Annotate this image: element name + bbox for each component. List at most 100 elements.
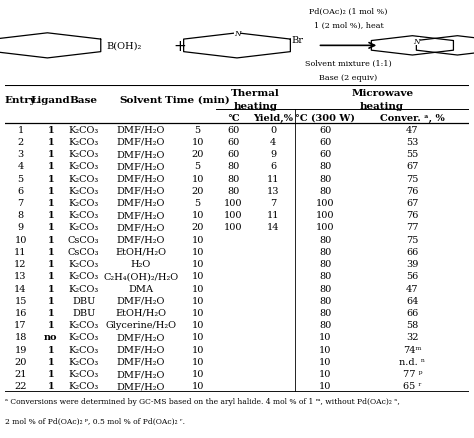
Text: 1: 1 — [47, 235, 54, 244]
Text: 5: 5 — [194, 198, 201, 208]
Text: 10: 10 — [191, 247, 204, 256]
Text: 5: 5 — [18, 174, 24, 183]
Text: 10: 10 — [191, 174, 204, 183]
Text: 60: 60 — [319, 150, 331, 159]
Text: N: N — [234, 30, 240, 38]
Text: no: no — [44, 332, 57, 342]
Text: K₂CO₃: K₂CO₃ — [69, 321, 99, 329]
Text: EtOH/H₂O: EtOH/H₂O — [115, 308, 166, 317]
Text: 10: 10 — [319, 345, 331, 354]
Text: Entry: Entry — [5, 95, 36, 105]
Text: Yield,%: Yield,% — [253, 113, 293, 123]
Text: DMF/H₂O: DMF/H₂O — [117, 345, 165, 354]
Text: 1: 1 — [47, 321, 54, 329]
Text: K₂CO₃: K₂CO₃ — [69, 138, 99, 147]
Text: 10: 10 — [191, 235, 204, 244]
Text: 11: 11 — [267, 211, 279, 220]
Text: 32: 32 — [406, 332, 419, 342]
Text: 9: 9 — [18, 223, 24, 232]
Text: 47: 47 — [406, 125, 419, 134]
Text: 21: 21 — [14, 369, 27, 378]
Text: DBU: DBU — [72, 296, 95, 305]
Text: 3: 3 — [18, 150, 24, 159]
Text: 80: 80 — [319, 321, 331, 329]
Text: 9: 9 — [270, 150, 276, 159]
Text: 80: 80 — [319, 174, 331, 183]
Text: 60: 60 — [228, 138, 240, 147]
Text: 2: 2 — [18, 138, 24, 147]
Text: 58: 58 — [406, 321, 419, 329]
Text: heating: heating — [360, 102, 404, 111]
Text: 100: 100 — [224, 223, 243, 232]
Text: 10: 10 — [191, 259, 204, 268]
Text: 1: 1 — [47, 296, 54, 305]
Text: 100: 100 — [316, 198, 335, 208]
Text: 8: 8 — [18, 211, 24, 220]
Text: 64: 64 — [406, 296, 419, 305]
Text: 60: 60 — [228, 125, 240, 134]
Text: 22: 22 — [14, 381, 27, 390]
Text: 39: 39 — [406, 259, 419, 268]
Text: 80: 80 — [319, 162, 331, 171]
Text: Microwave: Microwave — [351, 89, 413, 98]
Text: Base (2 equiv): Base (2 equiv) — [319, 74, 377, 82]
Text: 80: 80 — [228, 186, 240, 195]
Text: DMF/H₂O: DMF/H₂O — [117, 150, 165, 159]
Text: 13: 13 — [14, 272, 27, 281]
Text: 80: 80 — [319, 284, 331, 293]
Text: 1: 1 — [47, 369, 54, 378]
Text: °C: °C — [227, 113, 240, 123]
Text: K₂CO₃: K₂CO₃ — [69, 174, 99, 183]
Text: K₂CO₃: K₂CO₃ — [69, 186, 99, 195]
Text: 5: 5 — [194, 125, 201, 134]
Text: 10: 10 — [191, 332, 204, 342]
Text: K₂CO₃: K₂CO₃ — [69, 381, 99, 390]
Text: 1: 1 — [47, 138, 54, 147]
Text: 10: 10 — [14, 235, 27, 244]
Text: DMF/H₂O: DMF/H₂O — [117, 186, 165, 195]
Text: Base: Base — [70, 95, 98, 105]
Text: 76: 76 — [406, 186, 419, 195]
Text: EtOH/H₂O: EtOH/H₂O — [115, 247, 166, 256]
Text: 66: 66 — [406, 247, 419, 256]
Text: B(OH)₂: B(OH)₂ — [107, 42, 142, 51]
Text: DMF/H₂O: DMF/H₂O — [117, 211, 165, 220]
Text: DMF/H₂O: DMF/H₂O — [117, 198, 165, 208]
Text: C₂H₄(OH)₂/H₂O: C₂H₄(OH)₂/H₂O — [103, 272, 178, 281]
Text: 10: 10 — [191, 272, 204, 281]
Text: Solvent: Solvent — [119, 95, 162, 105]
Text: K₂CO₃: K₂CO₃ — [69, 345, 99, 354]
Text: 65 ʳ: 65 ʳ — [403, 381, 422, 390]
Text: CsCO₃: CsCO₃ — [68, 247, 100, 256]
Text: K₂CO₃: K₂CO₃ — [69, 125, 99, 134]
Text: 47: 47 — [406, 284, 419, 293]
Text: 100: 100 — [316, 223, 335, 232]
Text: 1: 1 — [47, 284, 54, 293]
Text: 20: 20 — [191, 186, 204, 195]
Text: 60: 60 — [228, 150, 240, 159]
Text: 16: 16 — [14, 308, 27, 317]
Text: DMF/H₂O: DMF/H₂O — [117, 235, 165, 244]
Text: 75: 75 — [406, 174, 419, 183]
Text: 80: 80 — [319, 247, 331, 256]
Text: 80: 80 — [319, 296, 331, 305]
Text: K₂CO₃: K₂CO₃ — [69, 357, 99, 366]
Text: 1: 1 — [47, 162, 54, 171]
Text: 1: 1 — [47, 223, 54, 232]
Text: K₂CO₃: K₂CO₃ — [69, 150, 99, 159]
Text: +: + — [174, 39, 186, 54]
Text: 77: 77 — [406, 223, 419, 232]
Text: 60: 60 — [319, 138, 331, 147]
Text: N: N — [413, 37, 419, 46]
Text: 2 mol % of Pd(OAc)₂ ᵖ, 0.5 mol % of Pd(OAc)₂ ʳ.: 2 mol % of Pd(OAc)₂ ᵖ, 0.5 mol % of Pd(O… — [5, 417, 185, 425]
Text: 20: 20 — [191, 223, 204, 232]
Text: 6: 6 — [18, 186, 24, 195]
Text: 14: 14 — [14, 284, 27, 293]
Text: Solvent mixture (1:1): Solvent mixture (1:1) — [305, 60, 392, 67]
Text: 1: 1 — [47, 174, 54, 183]
Text: 10: 10 — [191, 138, 204, 147]
Text: DMF/H₂O: DMF/H₂O — [117, 223, 165, 232]
Text: DMF/H₂O: DMF/H₂O — [117, 369, 165, 378]
Text: 20: 20 — [191, 150, 204, 159]
Text: K₂CO₃: K₂CO₃ — [69, 162, 99, 171]
